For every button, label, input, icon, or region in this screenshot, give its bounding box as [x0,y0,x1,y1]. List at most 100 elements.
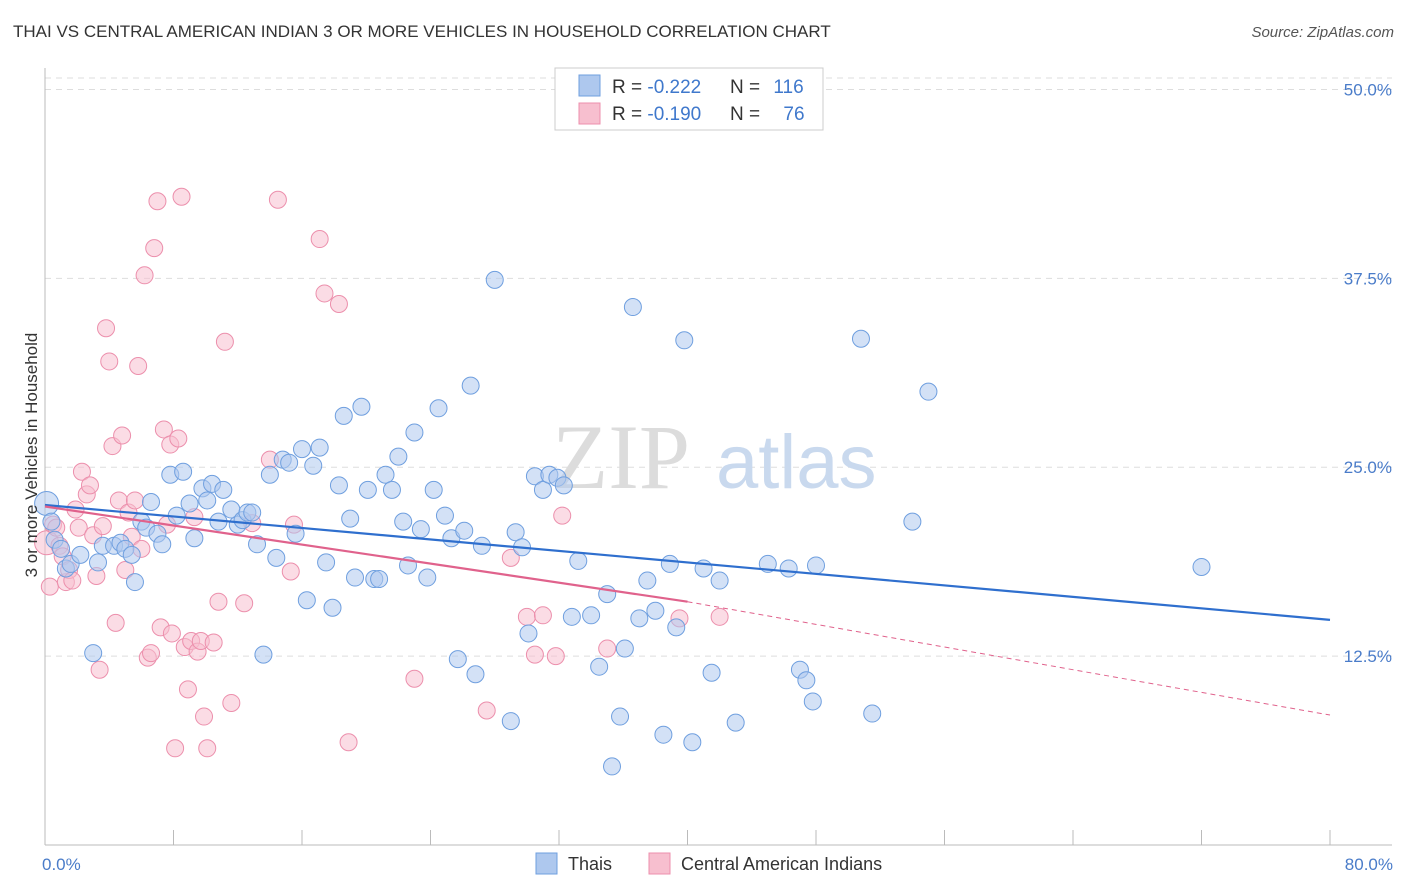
thais-point [71,545,90,564]
thais-point [293,440,311,459]
y-axis-label: 3 or more Vehicles in Household [22,333,41,578]
thais-point [267,548,286,567]
y-tick-labels: 12.5% 25.0% 37.5% 50.0% [1344,80,1392,666]
thais-point [448,650,467,669]
thais-point [122,545,141,564]
central-american-indians-point [215,332,234,351]
thais-point [310,438,329,457]
legend-r-label: R = [612,104,647,125]
central-american-indians-point [198,739,217,758]
y-tick-label: 50.0% [1344,80,1392,99]
central-american-indians-point [106,613,125,632]
central-american-indians-point [222,693,241,712]
central-american-indians-point [116,560,135,579]
thais-point [382,480,401,499]
central-american-indians-point [517,607,536,626]
thais-point [358,480,377,499]
legend-r-value: -0.190 [647,104,701,125]
central-american-indians-point [235,594,254,613]
thais-point [411,520,430,539]
thais-point [286,524,305,543]
legend-r-label: R = [612,77,647,98]
x-tick-label: 80.0% [1345,855,1393,874]
source-label: Source: ZipAtlas.com [1251,24,1394,41]
thais-point [533,480,552,499]
thais-point [803,692,822,711]
svg-text:N = 116: N = 116 [730,77,804,98]
central-american-indians-point [477,701,496,720]
thais-point [198,491,217,510]
thais-point [214,480,233,499]
thais-point [630,609,649,628]
legend-n-label: N = [730,77,765,98]
central-american-indians-point [195,707,214,726]
central-american-indians-point [204,633,223,652]
thais-point [341,509,360,528]
thais-point [1192,557,1211,576]
thais-point [370,570,389,589]
thais-point [260,465,279,484]
thais-point [84,644,103,663]
thais-point [519,624,538,643]
thais-point [710,571,729,590]
thais-point [394,512,413,531]
svg-text:N = 76: N = 76 [730,104,805,125]
central-american-indians-point [80,476,99,495]
thais-point [304,456,323,475]
central-american-indians-point [97,319,116,338]
thais-point [623,298,642,317]
thais-point [466,665,485,684]
central-american-indians-point [546,647,565,666]
central-american-indians-point [268,190,287,209]
central-american-indians-point [154,420,173,439]
thais-point [797,671,816,690]
thais-point [125,573,144,592]
central-american-indians-point [93,517,112,536]
central-american-indians-point [125,491,144,510]
svg-text:R = -0.190: R = -0.190 [612,104,701,125]
central-american-indians-point [281,562,300,581]
central-american-indians-point [100,352,119,371]
thais-point [323,598,342,617]
thais-point [418,568,437,587]
trend-lines [44,503,1331,716]
central-american-indians-point [169,429,188,448]
thais-point [405,423,424,442]
thais-point [506,523,525,542]
legend-swatch-thais [535,852,558,875]
thais-point [42,512,61,531]
legend-label-thais: Thais [568,854,612,874]
thais-point [334,406,353,425]
thais-point [243,503,262,522]
correlation-legend: R = -0.222 N = 116 R = -0.190 N = 76 [554,67,824,131]
central-american-indians-point [405,669,424,688]
central-american-indians-point [145,239,164,258]
thais-point [554,476,573,495]
legend-label-central-american: Central American Indians [681,854,882,874]
central-american-indians-point [135,266,154,285]
thais-point [667,618,686,637]
thais-point [863,704,882,723]
x-tick-labels: 0.0% 80.0% [42,855,1393,874]
trend-extension-central-american-indians [687,601,1331,716]
thais-point [248,535,267,554]
central-american-indians-point [40,577,59,596]
central-american-indians-point [533,606,552,625]
thais-point [660,554,679,573]
central-american-indians-point [553,506,572,525]
thais-point [611,707,630,726]
thais-point [389,447,408,466]
thais-point [89,553,108,572]
thais-point [185,529,204,548]
central-american-indians-point [178,680,197,699]
legend-swatch-central-american [648,852,671,875]
central-american-indians-point [69,518,88,537]
central-american-indians-point [172,187,191,206]
legend-r-value: -0.222 [647,77,701,98]
thais-point [603,757,622,776]
thais-point [779,559,798,578]
thais-point [297,591,316,610]
thais-point [485,270,504,289]
central-american-indians-point [162,624,181,643]
